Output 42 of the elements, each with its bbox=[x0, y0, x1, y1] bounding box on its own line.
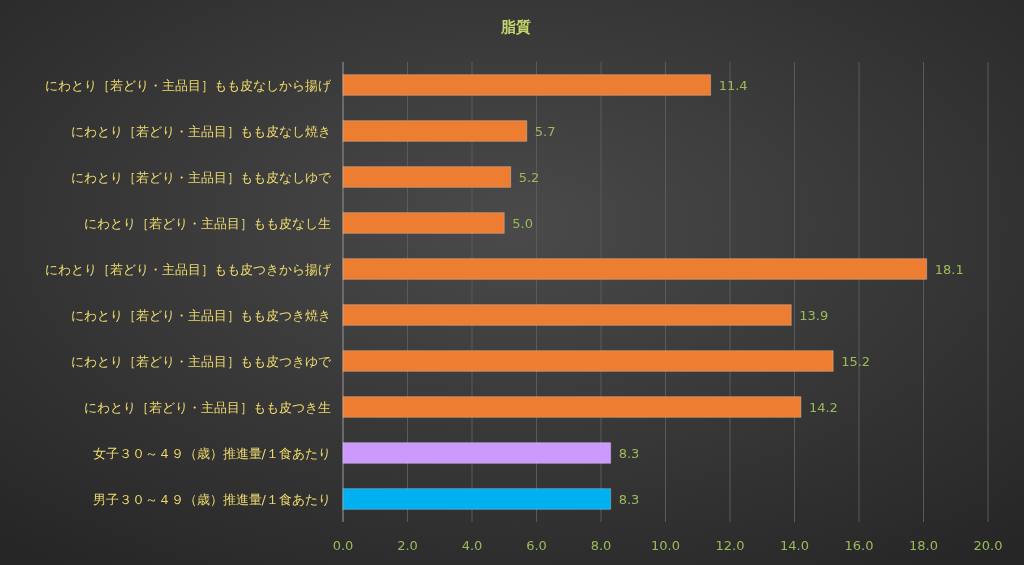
bar bbox=[342, 350, 834, 372]
data-label: 5.7 bbox=[534, 124, 556, 139]
x-tick-label: 18.0 bbox=[909, 538, 938, 553]
data-label: 13.9 bbox=[799, 308, 829, 323]
y-tick-label: にわとり［若どり・主品目］もも皮つき生 bbox=[84, 400, 331, 415]
bar bbox=[342, 488, 612, 510]
x-tick-label: 16.0 bbox=[844, 538, 874, 553]
data-label: 8.3 bbox=[618, 446, 640, 461]
y-tick-label: にわとり［若どり・主品目］もも皮つき焼き bbox=[71, 308, 331, 323]
data-label: 18.1 bbox=[934, 262, 964, 277]
y-tick-label: にわとり［若どり・主品目］もも皮なし生 bbox=[84, 216, 331, 231]
chart-title: 脂質 bbox=[499, 18, 531, 36]
bar bbox=[342, 304, 792, 326]
x-tick-label: 2.0 bbox=[397, 538, 418, 553]
x-tick-label: 8.0 bbox=[590, 538, 612, 553]
y-tick-label: 男子３０～４９（歳）推進量/１食あたり bbox=[92, 492, 331, 507]
y-tick-label: 女子３０～４９（歳）推進量/１食あたり bbox=[92, 446, 331, 461]
y-tick-label: にわとり［若どり・主品目］もも皮なし焼き bbox=[71, 124, 331, 139]
data-label: 11.4 bbox=[718, 78, 748, 93]
bar bbox=[342, 74, 712, 96]
bar bbox=[342, 396, 802, 418]
bar bbox=[342, 166, 512, 188]
data-label: 8.3 bbox=[618, 492, 640, 507]
data-label: 15.2 bbox=[841, 354, 871, 369]
bar bbox=[342, 212, 505, 234]
data-label: 14.2 bbox=[808, 400, 838, 415]
bar bbox=[342, 442, 612, 464]
x-tick-label: 10.0 bbox=[651, 538, 680, 553]
x-tick-label: 0.0 bbox=[332, 538, 354, 553]
bar bbox=[342, 120, 528, 142]
y-tick-label: にわとり［若どり・主品目］もも皮なしから揚げ bbox=[45, 78, 332, 93]
data-label: 5.0 bbox=[512, 216, 533, 231]
x-tick-label: 20.0 bbox=[973, 538, 1003, 553]
y-tick-label: にわとり［若どり・主品目］もも皮なしゆで bbox=[71, 170, 332, 185]
data-label: 5.2 bbox=[518, 170, 540, 185]
x-tick-label: 12.0 bbox=[715, 538, 745, 553]
y-tick-label: にわとり［若どり・主品目］もも皮つきから揚げ bbox=[45, 262, 332, 277]
x-tick-label: 4.0 bbox=[461, 538, 483, 553]
y-tick-label: にわとり［若どり・主品目］もも皮つきゆで bbox=[71, 354, 332, 369]
bar bbox=[342, 258, 928, 280]
x-tick-label: 6.0 bbox=[526, 538, 547, 553]
x-tick-label: 14.0 bbox=[780, 538, 809, 553]
